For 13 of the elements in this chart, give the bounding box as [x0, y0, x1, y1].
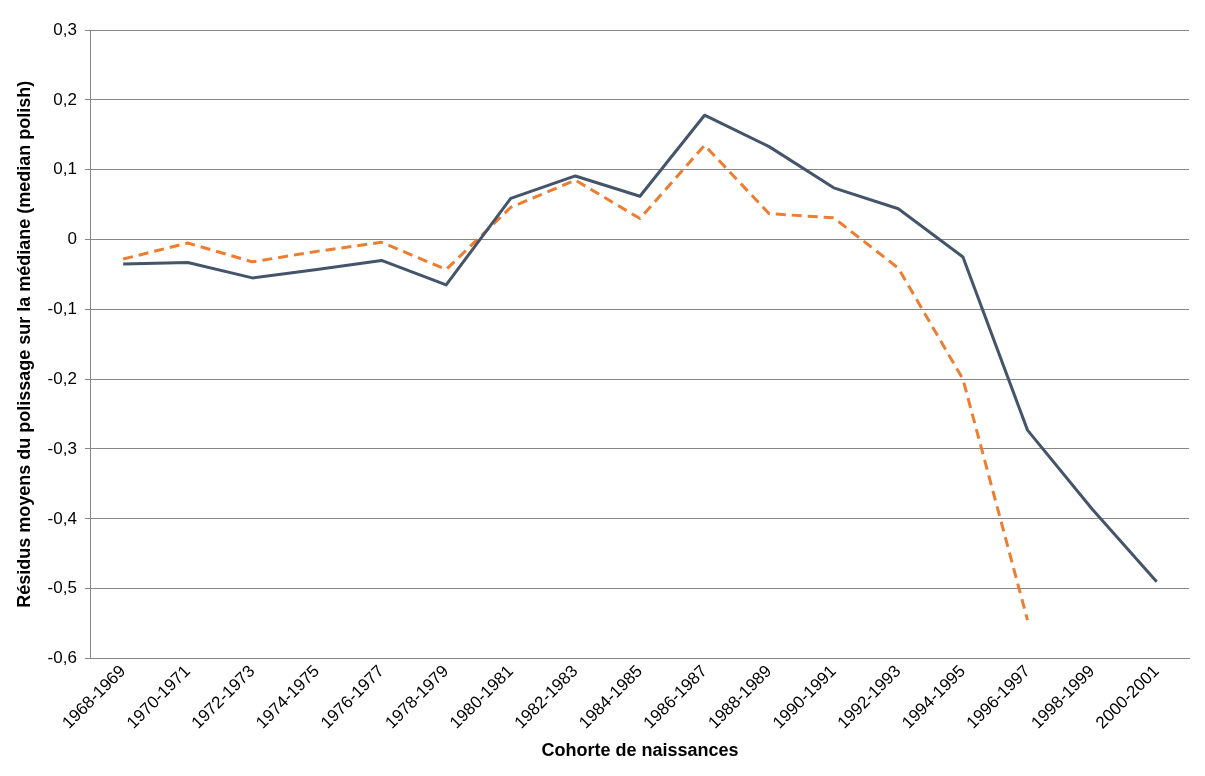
y-tick-label: -0,3 [47, 438, 77, 458]
y-tick-label: -0,5 [47, 578, 77, 598]
y-tick-label: 0,2 [53, 89, 77, 109]
y-tick-label: -0,1 [47, 299, 77, 319]
line-series [121, 143, 1030, 622]
y-axis-title: Résidus moyens du polissage sur la médiane (median polish) [13, 80, 34, 608]
y-tick-label: -0,2 [47, 368, 77, 388]
y-tick-label: 0 [67, 229, 77, 249]
y-tick-label: 0,1 [53, 159, 77, 179]
x-axis-title: Cohorte de naissances [541, 740, 739, 761]
y-tick-label: 0,3 [53, 19, 77, 39]
y-tick-label: -0,4 [47, 508, 77, 528]
y-tick-label: -0,6 [47, 648, 77, 668]
